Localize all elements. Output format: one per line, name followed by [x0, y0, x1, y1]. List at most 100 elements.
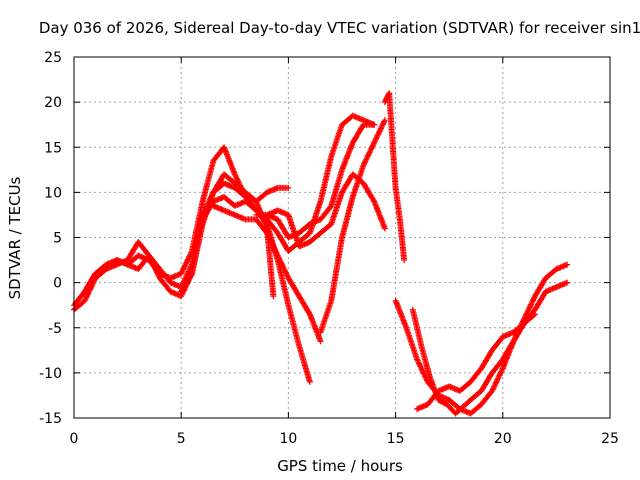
data-point-trail [350, 163, 366, 199]
data-point-trail [318, 204, 334, 222]
data-point [401, 257, 408, 264]
data-point [317, 338, 324, 345]
x-tick-label: 25 [601, 431, 619, 447]
data-point-trail [157, 276, 173, 294]
y-tick-label: 10 [44, 185, 62, 201]
y-tick-label: 5 [53, 231, 62, 247]
data-point-trail [200, 190, 216, 217]
data-point-trail [339, 172, 355, 195]
data-point-trail [307, 312, 323, 343]
data-point-trail [393, 299, 409, 330]
data-point-trail [179, 271, 195, 294]
data-point-trail [317, 154, 334, 203]
y-tick-label: 25 [44, 50, 62, 66]
data-point-trail [200, 199, 216, 222]
data-point-trail [361, 141, 377, 167]
axis-ticks: 0 5 10 15 20 25 -15 -10 -5 0 5 10 15 20 25 [39, 50, 619, 447]
y-tick-label: -10 [39, 366, 62, 382]
data-point [285, 184, 292, 191]
data-point-trail [233, 181, 248, 195]
data-point-trail [397, 218, 407, 262]
x-axis-label: GPS time / hours [277, 457, 403, 475]
data-point-trail [82, 276, 98, 303]
data-point-trail [285, 303, 302, 348]
data-point-trail [371, 118, 388, 145]
data-point-trail [339, 195, 356, 239]
data-point-trail [297, 231, 312, 244]
data-point-trail [511, 321, 526, 335]
data-point-trail [371, 199, 388, 230]
series-pass-l [414, 311, 538, 412]
data-point-trail [328, 123, 345, 158]
data-point-trail [532, 276, 548, 298]
data-point-trail [275, 254, 291, 280]
data-point-trail [72, 289, 87, 307]
data-point-trail [418, 344, 433, 379]
x-tick-label: 10 [279, 431, 297, 447]
data-point-trail [490, 357, 505, 375]
data-point [564, 279, 571, 286]
data-point-trail [318, 299, 334, 334]
data-point-trail [479, 348, 495, 371]
data-point-trail [500, 339, 516, 361]
data-point-trail [264, 217, 280, 235]
data-point-trail [414, 357, 431, 384]
data-point-trail [410, 308, 424, 348]
y-tick-label: 20 [44, 95, 62, 111]
chart-title: Day 036 of 2026, Sidereal Day-to-day VTE… [39, 19, 640, 37]
x-tick-label: 5 [177, 431, 186, 447]
data-point-trail [489, 366, 506, 393]
y-tick-label: -5 [48, 321, 62, 337]
data-point-trail [125, 240, 141, 262]
y-tick-label: 0 [53, 276, 62, 292]
data-point [381, 117, 388, 124]
series-pass-e [210, 202, 324, 345]
data-point-trail [308, 231, 323, 244]
data-point [381, 225, 388, 232]
data-point-trail [532, 289, 548, 312]
data-point-trail [200, 159, 216, 203]
data-point-trail [243, 190, 258, 204]
data-point-trail [275, 217, 291, 240]
data-point-trail [436, 397, 449, 407]
y-tick-label: 15 [44, 140, 62, 156]
data-point-trail [297, 222, 312, 235]
data-point-trail [328, 168, 345, 208]
data-point-trail [361, 181, 377, 204]
data-point-trail [328, 236, 345, 303]
data-point-trail [254, 217, 269, 235]
series-pass-g [263, 171, 388, 250]
data-point-trail [392, 186, 403, 221]
data-point-trail [189, 218, 206, 276]
data-point-trail [147, 253, 162, 271]
data-point-trail [72, 298, 87, 312]
series-pass-i [381, 90, 408, 264]
data-point-trail [286, 276, 302, 298]
data-point [306, 378, 313, 385]
series-pass-h [317, 117, 388, 336]
data-point-trail [403, 326, 420, 361]
data-point-trail [490, 335, 505, 353]
data-point-trail [425, 389, 441, 407]
data-point-trail [157, 267, 173, 285]
data-point-trail [328, 190, 345, 226]
data-point-trail [386, 91, 399, 190]
data-point-trail [453, 398, 473, 416]
data-point-trail [318, 222, 334, 235]
data-point-trail [468, 402, 484, 416]
data-point-trail [296, 344, 313, 384]
data-point [531, 311, 538, 318]
data-point-trail [264, 231, 280, 258]
x-tick-label: 0 [70, 431, 79, 447]
data-point-trail [339, 141, 356, 172]
data-point-trail [233, 185, 248, 199]
data-point [81, 297, 88, 304]
data-point-trail [211, 172, 227, 195]
data-point-trail [211, 145, 227, 163]
data-point-trail [221, 145, 238, 176]
data-point-trail [521, 294, 538, 321]
data-point-trail [468, 366, 484, 384]
data-point-trail [275, 231, 291, 253]
